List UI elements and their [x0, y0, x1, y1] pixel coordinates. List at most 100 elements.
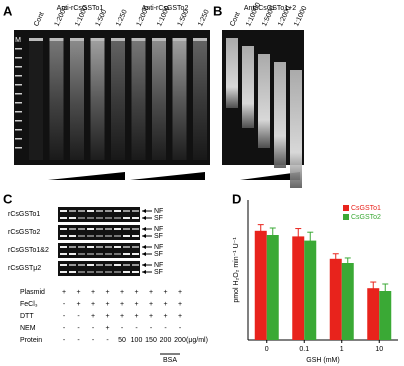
well	[49, 38, 64, 41]
band	[60, 253, 67, 255]
band	[114, 228, 121, 230]
condition-value: -	[63, 325, 66, 332]
band	[105, 264, 112, 266]
band	[105, 210, 112, 212]
band-label: SF	[154, 215, 163, 222]
band	[105, 253, 112, 255]
well	[90, 38, 105, 41]
legend-swatch	[343, 205, 349, 211]
band	[123, 271, 130, 273]
band	[60, 246, 67, 248]
x-tick-label: 0	[265, 346, 269, 353]
band	[69, 271, 76, 273]
band	[114, 217, 121, 219]
band	[87, 246, 94, 248]
smear	[274, 62, 286, 168]
band	[69, 235, 76, 237]
condition-value: -	[92, 325, 95, 332]
smear	[258, 54, 270, 148]
band	[60, 235, 67, 237]
band	[96, 217, 103, 219]
band	[78, 228, 85, 230]
well	[70, 38, 84, 41]
gel-c	[58, 207, 140, 222]
panel-label: D	[232, 191, 241, 206]
panel-label: B	[213, 3, 222, 18]
condition-value: -	[63, 301, 66, 308]
band	[87, 264, 94, 266]
condition-value: -	[150, 325, 153, 332]
band	[132, 253, 139, 255]
condition-value: +	[149, 301, 153, 308]
condition-value: +	[76, 301, 80, 308]
wedge	[130, 172, 205, 180]
condition-value: -	[77, 325, 80, 332]
condition-value: +	[91, 313, 95, 320]
arrowhead	[142, 263, 146, 267]
panel-label: C	[3, 191, 13, 206]
band	[123, 246, 130, 248]
arrowhead	[142, 216, 146, 220]
band	[96, 264, 103, 266]
ladder-band	[15, 120, 22, 122]
band	[69, 253, 76, 255]
lane-label: Cont	[229, 11, 242, 27]
condition-value: +	[134, 301, 138, 308]
ladder-band	[15, 66, 22, 68]
bar	[341, 263, 354, 340]
bar	[367, 288, 380, 340]
band	[69, 228, 76, 230]
x-tick-label: 10	[375, 346, 383, 353]
condition-value: +	[149, 313, 153, 320]
band	[105, 235, 112, 237]
band	[78, 210, 85, 212]
band	[60, 217, 67, 219]
well	[152, 38, 166, 41]
band	[114, 253, 121, 255]
condition-name: Plasmid	[20, 289, 45, 296]
condition-value: -	[106, 337, 109, 344]
panel-label: A	[3, 3, 13, 18]
band	[123, 264, 130, 266]
condition-value: +	[134, 313, 138, 320]
condition-value: -	[179, 325, 182, 332]
condition-value: +	[105, 289, 109, 296]
ladder-band	[15, 57, 22, 59]
condition-value: -	[92, 337, 95, 344]
band-label: NF	[154, 244, 163, 251]
band-label: SF	[154, 233, 163, 240]
condition-value: +	[178, 313, 182, 320]
ladder-band	[15, 102, 22, 104]
lane-label: 1:250	[197, 9, 211, 28]
row-label: rCsGSTμ2	[8, 265, 41, 272]
condition-value: +	[91, 289, 95, 296]
row-label: rCsGSTo1&2	[8, 247, 49, 254]
condition-value: +	[163, 289, 167, 296]
band	[123, 228, 130, 230]
band	[69, 210, 76, 212]
condition-value: +	[163, 313, 167, 320]
arrowhead	[142, 227, 146, 231]
band	[87, 228, 94, 230]
band	[96, 210, 103, 212]
condition-value: 100	[131, 337, 143, 344]
legend-swatch	[343, 214, 349, 220]
band	[132, 264, 139, 266]
condition-value: +	[105, 313, 109, 320]
condition-name: FeCl₃	[20, 301, 38, 308]
band	[69, 264, 76, 266]
condition-value: 200	[174, 337, 186, 344]
condition-value: +	[134, 289, 138, 296]
band	[87, 235, 94, 237]
band-label: NF	[154, 226, 163, 233]
band	[114, 264, 121, 266]
condition-name: DTT	[20, 313, 34, 320]
condition-value: -	[63, 337, 66, 344]
smear	[90, 40, 105, 160]
band-label: SF	[154, 269, 163, 276]
x-tick-label: 0.1	[299, 346, 309, 353]
band	[105, 271, 112, 273]
well	[193, 38, 207, 41]
condition-name: NEM	[20, 325, 36, 332]
band	[114, 271, 121, 273]
